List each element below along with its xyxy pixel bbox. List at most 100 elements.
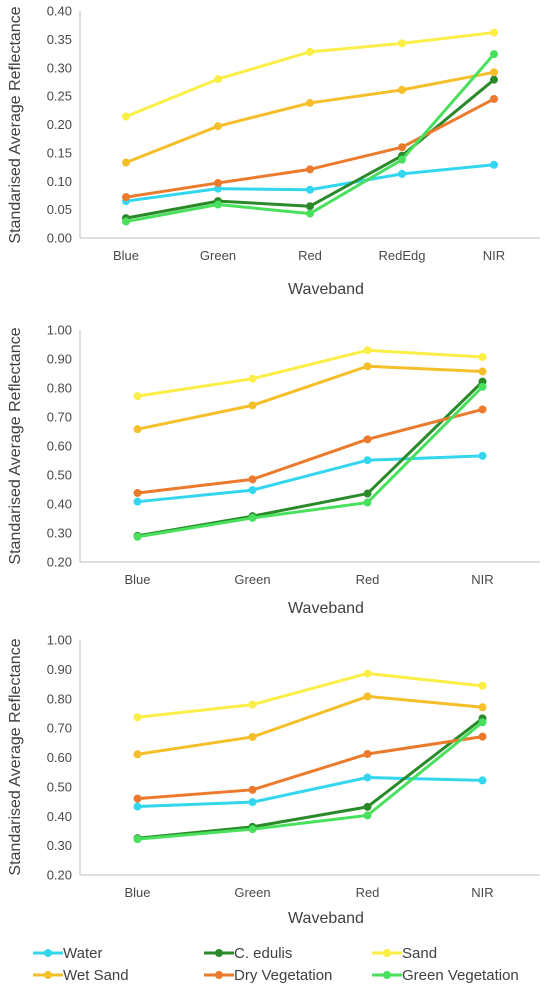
y-tick-label: 0.00 xyxy=(47,231,72,246)
y-tick-label: 0.30 xyxy=(47,526,72,541)
y-tick-label: 0.70 xyxy=(47,410,72,425)
data-point-water xyxy=(214,184,222,193)
data-point-dry-vegetation xyxy=(133,488,142,497)
data-point-water xyxy=(478,451,487,460)
data-point-wet-sand xyxy=(248,732,257,741)
legend-item-water: Water xyxy=(33,945,102,962)
y-tick-label: 1.00 xyxy=(47,323,72,338)
data-point-water xyxy=(363,456,372,465)
y-tick-label: 0.20 xyxy=(47,117,72,132)
data-point-green-vegetation xyxy=(133,532,142,541)
x-tick-label: RedEdg xyxy=(379,248,426,263)
data-point-dry-vegetation xyxy=(306,165,314,174)
series-line-wet-sand xyxy=(137,694,483,756)
series-line-c-edulis xyxy=(137,717,484,840)
y-tick-label: 0.05 xyxy=(47,202,72,217)
data-point-water xyxy=(490,160,498,169)
series-line-dry-vegetation xyxy=(125,97,495,199)
legend-item-sand: Sand xyxy=(372,945,437,962)
data-point-green-vegetation xyxy=(306,209,314,218)
x-tick-label: Red xyxy=(356,572,380,587)
legend-label: Water xyxy=(63,945,102,962)
data-point-wet-sand xyxy=(363,362,372,371)
y-tick-label: 0.10 xyxy=(47,174,72,189)
series-line-water xyxy=(137,775,483,809)
x-tick-label: Green xyxy=(234,885,270,900)
legend-item-green-vegetation: Green Vegetation xyxy=(372,967,519,984)
data-point-dry-vegetation xyxy=(248,785,257,794)
data-point-sand xyxy=(248,374,257,383)
x-tick-label: Green xyxy=(200,248,236,263)
y-tick-label: 0.40 xyxy=(47,809,72,824)
data-point-green-vegetation xyxy=(363,498,372,507)
y-tick-label: 0.90 xyxy=(47,352,72,367)
x-tick-label: NIR xyxy=(483,248,505,263)
data-point-sand xyxy=(133,713,142,722)
x-tick-label: Blue xyxy=(124,572,150,587)
y-tick-label: 0.30 xyxy=(47,838,72,853)
data-point-sand xyxy=(363,346,372,355)
data-point-dry-vegetation xyxy=(363,749,372,758)
legend-label: C. edulis xyxy=(234,945,292,962)
y-tick-label: 0.50 xyxy=(47,468,72,483)
data-point-wet-sand xyxy=(478,703,487,712)
data-point-dry-vegetation xyxy=(490,94,498,103)
x-tick-label: Blue xyxy=(124,885,150,900)
series-line-dry-vegetation xyxy=(137,408,483,495)
x-axis-title: Waveband xyxy=(288,600,364,617)
data-point-green-vegetation xyxy=(398,155,406,164)
legend-swatch-marker xyxy=(44,949,52,957)
x-tick-label: NIR xyxy=(471,885,493,900)
data-point-c-edulis xyxy=(363,802,372,811)
data-point-green-vegetation xyxy=(248,825,257,834)
x-axis-title: Waveband xyxy=(288,281,364,298)
series-line-water xyxy=(137,454,483,504)
legend-swatch-marker xyxy=(383,971,391,979)
data-point-wet-sand xyxy=(306,98,314,107)
data-point-green-vegetation xyxy=(133,835,142,844)
legend-swatch-marker xyxy=(44,971,52,979)
y-tick-label: 0.60 xyxy=(47,750,72,765)
legend-item-c-edulis: C. edulis xyxy=(204,945,292,962)
x-axis-title: Waveband xyxy=(288,910,364,927)
data-point-sand xyxy=(306,47,314,56)
data-point-wet-sand xyxy=(478,367,487,376)
data-point-dry-vegetation xyxy=(122,193,130,202)
data-point-water xyxy=(248,798,257,807)
data-point-wet-sand xyxy=(133,750,142,759)
legend-label: Wet Sand xyxy=(63,967,129,984)
legend-item-wet-sand: Wet Sand xyxy=(33,967,129,984)
series-line-dry-vegetation xyxy=(137,735,483,801)
y-tick-label: 0.15 xyxy=(47,145,72,160)
data-point-dry-vegetation xyxy=(398,143,406,152)
data-point-water xyxy=(306,185,314,194)
y-tick-label: 0.40 xyxy=(47,497,72,512)
data-point-wet-sand xyxy=(214,122,222,131)
data-point-dry-vegetation xyxy=(133,794,142,803)
data-point-sand xyxy=(490,28,498,37)
data-point-c-edulis xyxy=(306,202,314,211)
y-tick-label: 0.20 xyxy=(47,555,72,570)
data-point-water xyxy=(478,776,487,785)
data-point-dry-vegetation xyxy=(478,732,487,741)
data-point-water xyxy=(363,773,372,782)
y-tick-label: 0.90 xyxy=(47,662,72,677)
data-point-sand xyxy=(398,39,406,48)
series-line-green-vegetation xyxy=(125,53,496,224)
data-point-green-vegetation xyxy=(478,718,487,727)
data-point-wet-sand xyxy=(398,85,406,94)
data-point-green-vegetation xyxy=(248,513,257,522)
data-point-sand xyxy=(363,669,372,678)
y-axis-title: Standarised Average Reflectance xyxy=(7,6,24,243)
legend-label: Green Vegetation xyxy=(402,967,519,984)
data-point-sand xyxy=(133,392,142,401)
series-line-green-vegetation xyxy=(137,721,484,841)
data-point-wet-sand xyxy=(490,68,498,77)
x-tick-label: Red xyxy=(356,885,380,900)
data-point-water xyxy=(133,802,142,811)
legend-label: Dry Vegetation xyxy=(234,967,332,984)
legend: Water C. edulis Sand Wet Sand Dry Vegetation… xyxy=(33,945,519,984)
series-line-sand xyxy=(137,671,483,719)
data-point-green-vegetation xyxy=(214,200,222,209)
